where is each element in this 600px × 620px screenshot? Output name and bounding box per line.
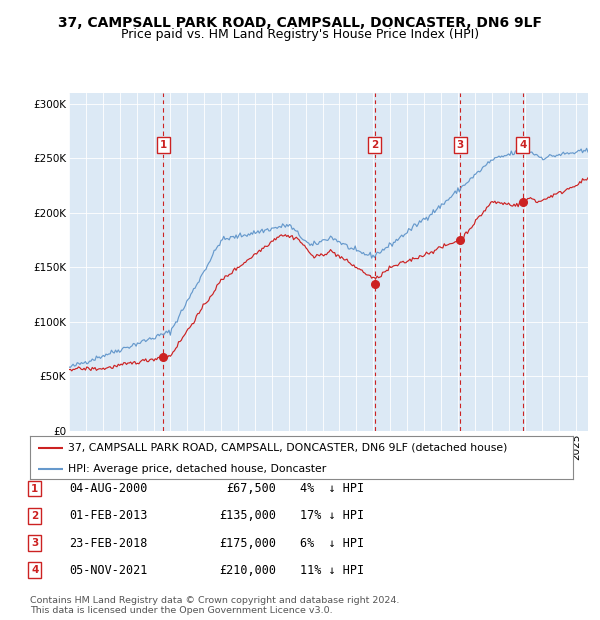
Text: 37, CAMPSALL PARK ROAD, CAMPSALL, DONCASTER, DN6 9LF (detached house): 37, CAMPSALL PARK ROAD, CAMPSALL, DONCAS… [68, 443, 508, 453]
Text: 05-NOV-2021: 05-NOV-2021 [69, 564, 148, 577]
Text: 2: 2 [31, 511, 38, 521]
Text: 3: 3 [457, 140, 464, 151]
Text: 4%  ↓ HPI: 4% ↓ HPI [300, 482, 364, 495]
Text: 4: 4 [31, 565, 38, 575]
Text: 6%  ↓ HPI: 6% ↓ HPI [300, 537, 364, 549]
Text: 23-FEB-2018: 23-FEB-2018 [69, 537, 148, 549]
Text: 1: 1 [160, 140, 167, 151]
Text: 04-AUG-2000: 04-AUG-2000 [69, 482, 148, 495]
Text: Price paid vs. HM Land Registry's House Price Index (HPI): Price paid vs. HM Land Registry's House … [121, 28, 479, 41]
Text: 4: 4 [519, 140, 526, 151]
Text: 01-FEB-2013: 01-FEB-2013 [69, 510, 148, 522]
Text: 1: 1 [31, 484, 38, 494]
Text: 37, CAMPSALL PARK ROAD, CAMPSALL, DONCASTER, DN6 9LF: 37, CAMPSALL PARK ROAD, CAMPSALL, DONCAS… [58, 16, 542, 30]
Text: £175,000: £175,000 [219, 537, 276, 549]
Text: £67,500: £67,500 [226, 482, 276, 495]
Text: 2: 2 [371, 140, 378, 151]
Text: Contains HM Land Registry data © Crown copyright and database right 2024.
This d: Contains HM Land Registry data © Crown c… [30, 596, 400, 615]
Text: 3: 3 [31, 538, 38, 548]
Text: HPI: Average price, detached house, Doncaster: HPI: Average price, detached house, Donc… [68, 464, 326, 474]
Text: £210,000: £210,000 [219, 564, 276, 577]
Text: £135,000: £135,000 [219, 510, 276, 522]
Text: 17% ↓ HPI: 17% ↓ HPI [300, 510, 364, 522]
Text: 11% ↓ HPI: 11% ↓ HPI [300, 564, 364, 577]
